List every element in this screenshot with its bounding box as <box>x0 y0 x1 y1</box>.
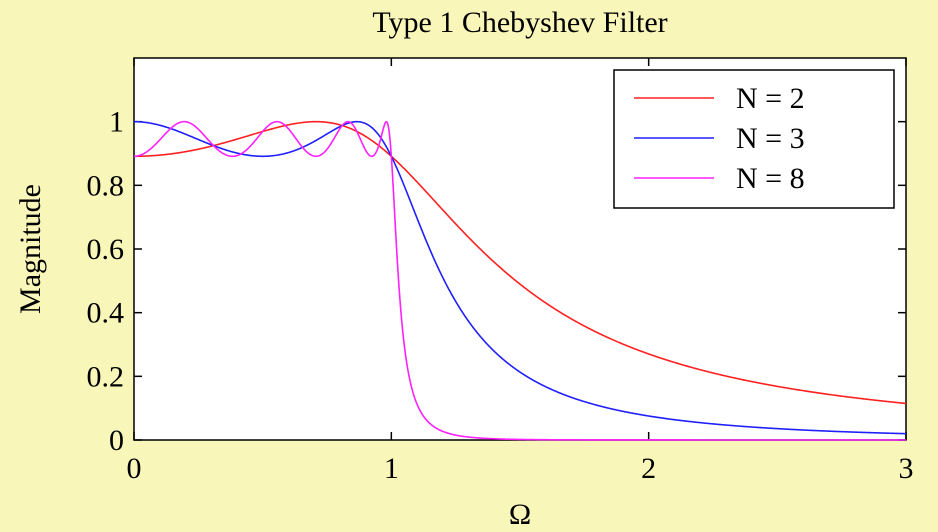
x-tick-label: 1 <box>384 452 399 485</box>
legend: N = 2 N = 3 N = 8 <box>613 69 895 209</box>
y-tick-label: 0.4 <box>87 297 125 330</box>
x-tick-label: 0 <box>127 452 142 485</box>
series-lines <box>133 120 907 441</box>
y-tick-label: 0.6 <box>87 233 125 266</box>
y-tick-label: 0.2 <box>87 360 125 393</box>
x-tick-label: 3 <box>899 452 914 485</box>
legend-label: N = 2 <box>736 82 805 115</box>
legend-label: N = 8 <box>736 162 805 195</box>
series-line <box>133 120 906 441</box>
x-axis-label: Ω <box>509 498 531 531</box>
legend-label: N = 3 <box>736 122 805 155</box>
y-tick-label: 0.8 <box>87 169 125 202</box>
y-axis-label: Magnitude <box>14 184 47 314</box>
series-line <box>134 120 907 435</box>
legend-box <box>613 69 895 209</box>
y-tick-label: 1 <box>109 106 124 139</box>
y-tick-label: 0 <box>109 424 124 457</box>
chart-title: Type 1 Chebyshev Filter <box>372 6 667 39</box>
x-tick-label: 2 <box>641 452 656 485</box>
axis-ticks: 0 1 2 3 0 0.2 0.4 0.6 0.8 1 <box>87 58 914 485</box>
